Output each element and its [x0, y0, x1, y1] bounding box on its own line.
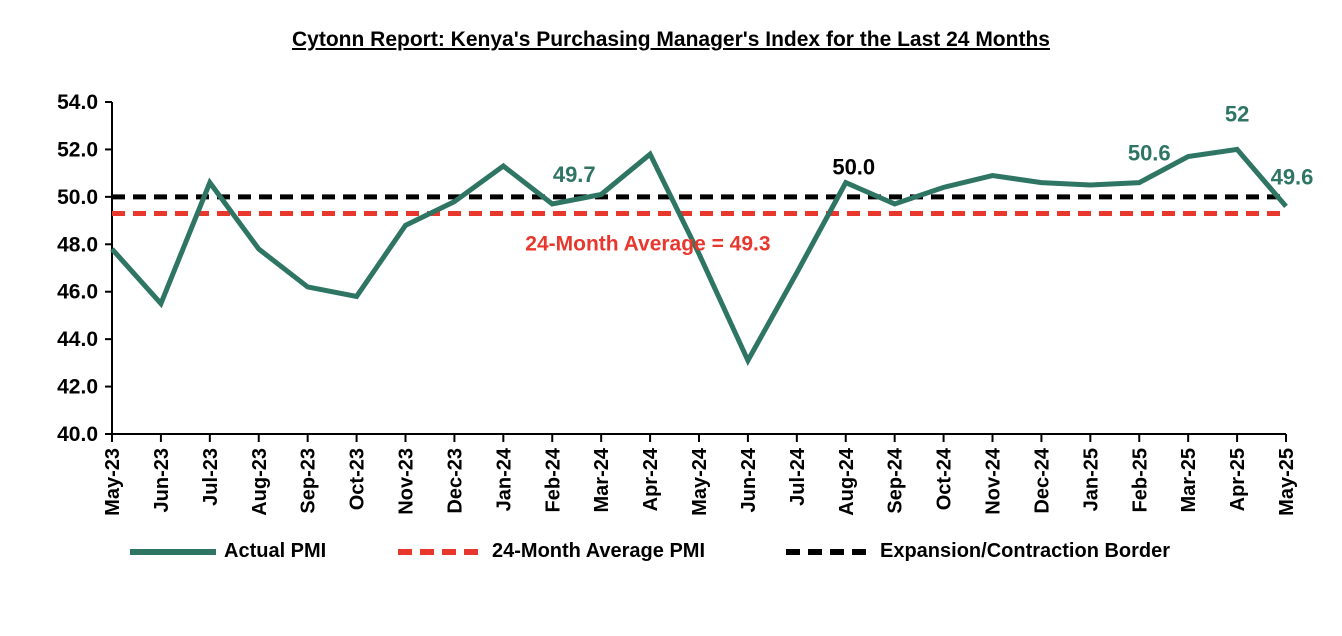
legend-label-border: Expansion/Contraction Border [880, 540, 1171, 562]
y-tick-label: 54.0 [57, 91, 98, 114]
y-tick-label: 48.0 [57, 233, 98, 256]
legend-item-border: Expansion/Contraction Border [786, 540, 1170, 563]
y-tick-label: 46.0 [57, 281, 98, 304]
legend-swatch-actual [130, 548, 216, 555]
x-tick-label: Oct-24 [934, 447, 956, 510]
x-tick-label: Dec-23 [444, 448, 466, 514]
x-tick-label: Dec-24 [1031, 447, 1053, 513]
x-tick-label: Mar-25 [1178, 448, 1200, 512]
x-tick-label: Aug-24 [836, 447, 858, 516]
x-tick-label: Nov-23 [396, 448, 418, 515]
legend-label-actual: Actual PMI [224, 540, 327, 562]
x-tick-label: Apr-25 [1227, 448, 1249, 511]
x-tick-label: Feb-24 [542, 447, 564, 512]
x-tick-label: Jan-25 [1080, 448, 1102, 511]
legend-item-actual: Actual PMI [130, 540, 326, 563]
data-label: 52 [1225, 101, 1249, 126]
x-tick-label: Feb-25 [1129, 448, 1151, 512]
x-tick-label: Apr-24 [640, 447, 662, 511]
y-tick-label: 50.0 [57, 186, 98, 209]
data-label: 49.6 [1271, 164, 1314, 189]
x-tick-label: Jul-24 [787, 447, 809, 506]
x-tick-label: Aug-23 [249, 448, 271, 516]
x-tick-label: May-25 [1276, 448, 1298, 516]
y-tick-label: 42.0 [57, 376, 98, 399]
x-tick-label: Mar-24 [591, 447, 613, 512]
x-tick-label: Sep-23 [298, 448, 320, 514]
legend-label-average: 24-Month Average PMI [492, 540, 705, 562]
x-tick-label: May-23 [102, 448, 124, 516]
legend-swatch-average [398, 548, 484, 555]
legend: Actual PMI 24-Month Average PMI Expansio… [0, 540, 1342, 574]
x-tick-label: Jan-24 [493, 447, 515, 511]
data-label: 49.7 [553, 162, 596, 187]
x-tick-label: Jul-23 [200, 448, 222, 506]
x-tick-label: Oct-23 [347, 448, 369, 510]
chart-title: Cytonn Report: Kenya's Purchasing Manage… [292, 28, 1050, 51]
x-tick-label: May-24 [689, 447, 711, 516]
legend-swatch-border [786, 548, 872, 555]
data-label: 50.0 [832, 155, 875, 180]
y-tick-label: 40.0 [57, 423, 98, 446]
x-tick-label: Jun-23 [151, 448, 173, 512]
y-tick-label: 52.0 [57, 138, 98, 161]
data-label: 24-Month Average = 49.3 [525, 232, 770, 255]
x-tick-label: Jun-24 [738, 447, 760, 512]
y-tick-label: 44.0 [57, 328, 98, 351]
legend-item-average: 24-Month Average PMI [398, 540, 705, 563]
x-tick-label: Nov-24 [983, 447, 1005, 515]
data-label: 50.6 [1128, 141, 1171, 166]
x-tick-label: Sep-24 [885, 447, 907, 513]
